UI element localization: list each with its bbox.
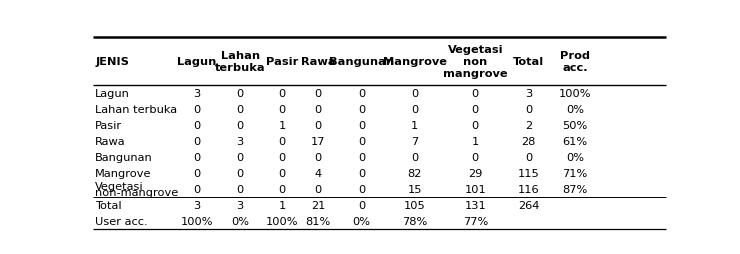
Text: 87%: 87% <box>562 184 588 195</box>
Text: 3: 3 <box>237 136 243 146</box>
Text: 0: 0 <box>314 88 322 98</box>
Text: 0: 0 <box>314 184 322 195</box>
Text: 131: 131 <box>465 201 486 211</box>
Text: 0: 0 <box>193 136 201 146</box>
Text: 0: 0 <box>411 88 418 98</box>
Text: 0%: 0% <box>231 217 249 227</box>
Text: Vegetasi: Vegetasi <box>95 181 144 191</box>
Text: 17: 17 <box>311 136 326 146</box>
Text: User acc.: User acc. <box>95 217 148 227</box>
Text: non-mangrove: non-mangrove <box>95 188 178 198</box>
Text: 7: 7 <box>411 136 418 146</box>
Text: 0: 0 <box>193 184 201 195</box>
Text: Bangunan: Bangunan <box>329 57 394 67</box>
Text: 0: 0 <box>193 104 201 114</box>
Text: 82: 82 <box>408 168 422 178</box>
Text: 0: 0 <box>278 152 286 162</box>
Text: 0: 0 <box>237 152 243 162</box>
Text: 0: 0 <box>193 152 201 162</box>
Text: 1: 1 <box>471 136 479 146</box>
Text: 0: 0 <box>314 152 322 162</box>
Text: 0: 0 <box>237 104 243 114</box>
Text: 0: 0 <box>358 136 365 146</box>
Text: 0: 0 <box>314 120 322 130</box>
Text: 2: 2 <box>525 120 532 130</box>
Text: 28: 28 <box>522 136 536 146</box>
Text: 0: 0 <box>411 152 418 162</box>
Text: Mangrove: Mangrove <box>383 57 447 67</box>
Text: 0: 0 <box>278 136 286 146</box>
Text: 3: 3 <box>193 201 201 211</box>
Text: 1: 1 <box>278 201 286 211</box>
Text: Total: Total <box>513 57 545 67</box>
Text: 0: 0 <box>278 184 286 195</box>
Text: 29: 29 <box>468 168 482 178</box>
Text: 0: 0 <box>237 120 243 130</box>
Text: Rawa: Rawa <box>301 57 335 67</box>
Text: 0: 0 <box>358 201 365 211</box>
Text: 264: 264 <box>518 201 539 211</box>
Text: Total: Total <box>95 201 122 211</box>
Text: Lahan terbuka: Lahan terbuka <box>95 104 178 114</box>
Text: Pasir: Pasir <box>266 57 298 67</box>
Text: 0: 0 <box>358 184 365 195</box>
Text: 0: 0 <box>237 184 243 195</box>
Text: 4: 4 <box>314 168 322 178</box>
Text: Prod
acc.: Prod acc. <box>560 51 590 73</box>
Text: 50%: 50% <box>562 120 588 130</box>
Text: 116: 116 <box>518 184 539 195</box>
Text: 1: 1 <box>411 120 418 130</box>
Text: 101: 101 <box>465 184 486 195</box>
Text: 100%: 100% <box>181 217 213 227</box>
Text: Mangrove: Mangrove <box>95 168 152 178</box>
Text: 78%: 78% <box>402 217 428 227</box>
Text: 0: 0 <box>278 88 286 98</box>
Text: 0%: 0% <box>352 217 371 227</box>
Text: 0: 0 <box>193 168 201 178</box>
Text: 77%: 77% <box>462 217 488 227</box>
Text: Rawa: Rawa <box>95 136 126 146</box>
Text: Pasir: Pasir <box>95 120 123 130</box>
Text: 0: 0 <box>278 168 286 178</box>
Text: 0: 0 <box>193 120 201 130</box>
Text: 0%: 0% <box>566 104 584 114</box>
Text: Lagun: Lagun <box>177 57 217 67</box>
Text: 3: 3 <box>525 88 532 98</box>
Text: 0: 0 <box>237 168 243 178</box>
Text: 61%: 61% <box>562 136 588 146</box>
Text: 0: 0 <box>411 104 418 114</box>
Text: 3: 3 <box>237 201 243 211</box>
Text: 0: 0 <box>525 104 532 114</box>
Text: 100%: 100% <box>559 88 591 98</box>
Text: 1: 1 <box>278 120 286 130</box>
Text: 15: 15 <box>408 184 422 195</box>
Text: 81%: 81% <box>306 217 331 227</box>
Text: 0: 0 <box>471 88 479 98</box>
Text: 0: 0 <box>358 120 365 130</box>
Text: 0: 0 <box>358 152 365 162</box>
Text: Bangunan: Bangunan <box>95 152 153 162</box>
Text: 0: 0 <box>237 88 243 98</box>
Text: 100%: 100% <box>266 217 298 227</box>
Text: 0: 0 <box>358 88 365 98</box>
Text: 0: 0 <box>471 120 479 130</box>
Text: 0: 0 <box>471 104 479 114</box>
Text: 3: 3 <box>193 88 201 98</box>
Text: Lahan
terbuka: Lahan terbuka <box>215 51 266 73</box>
Text: 0: 0 <box>471 152 479 162</box>
Text: 71%: 71% <box>562 168 588 178</box>
Text: 0: 0 <box>314 104 322 114</box>
Text: Vegetasi
non
mangrove: Vegetasi non mangrove <box>443 45 508 78</box>
Text: 0: 0 <box>358 168 365 178</box>
Text: 0: 0 <box>525 152 532 162</box>
Text: 21: 21 <box>311 201 326 211</box>
Text: 0%: 0% <box>566 152 584 162</box>
Text: 105: 105 <box>404 201 425 211</box>
Text: 0: 0 <box>358 104 365 114</box>
Text: JENIS: JENIS <box>95 57 130 67</box>
Text: 0: 0 <box>278 104 286 114</box>
Text: 115: 115 <box>518 168 539 178</box>
Text: Lagun: Lagun <box>95 88 130 98</box>
